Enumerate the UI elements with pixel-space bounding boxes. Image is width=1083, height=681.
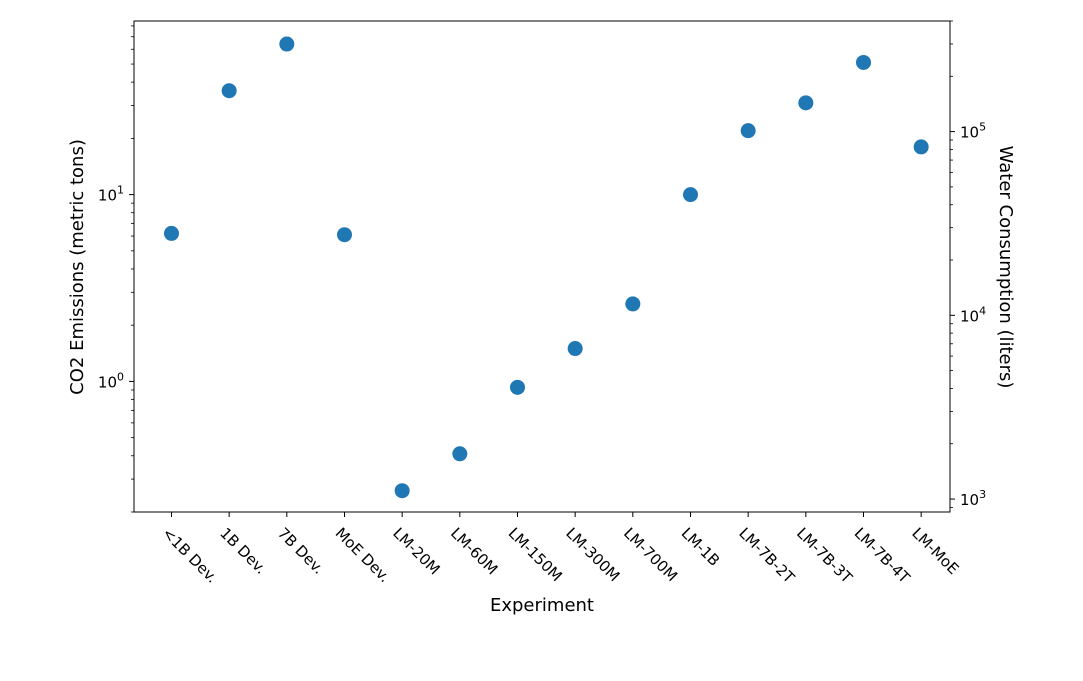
x-tick-label: LM-7B-2T: [735, 524, 798, 587]
y-axis-label: CO2 Emissions (metric tons): [67, 139, 88, 395]
data-point: [509, 379, 525, 395]
data-point: [682, 187, 698, 203]
x-tick-label: 7B Dev.: [274, 524, 328, 578]
x-tick-label: MoE Dev.: [332, 524, 394, 586]
x-tick-label: 1B Dev.: [216, 524, 270, 578]
y2-axis-ticks: 103 104 105: [950, 20, 986, 509]
x-tick-label: LM-MoE: [908, 524, 962, 578]
x-axis-label: Experiment: [490, 595, 594, 616]
data-point: [567, 341, 583, 357]
y-axis-ticks: 100 101: [98, 25, 134, 513]
data-point: [740, 123, 756, 139]
x-tick-label: LM-150M: [505, 524, 566, 585]
data-point: [279, 36, 295, 52]
y2-tick-label: 103: [960, 488, 986, 509]
data-point: [452, 446, 468, 462]
x-tick-label: LM-300M: [562, 524, 623, 585]
x-tick-label: LM-7B-3T: [793, 524, 856, 587]
data-point: [163, 225, 179, 241]
y2-axis-label: Water Consumption (liters): [995, 146, 1016, 389]
y-tick-label: 100: [98, 370, 124, 391]
y2-tick-label: 104: [960, 304, 986, 325]
data-points: [163, 36, 929, 499]
data-point: [798, 95, 814, 111]
x-tick-label: LM-700M: [620, 524, 681, 585]
data-point: [336, 227, 352, 243]
x-tick-label: LM-20M: [389, 524, 443, 578]
x-tick-label: LM-7B-4T: [851, 524, 914, 587]
x-axis-ticks: <1B Dev.1B Dev. 7B Dev. MoE Dev.LM-20M LM-6…: [159, 512, 962, 587]
data-point: [625, 296, 641, 312]
y-tick-label: 101: [98, 184, 124, 205]
x-tick-label: <1B Dev.: [159, 524, 222, 587]
data-point: [913, 139, 929, 155]
data-point: [221, 83, 237, 99]
data-point: [394, 483, 410, 499]
data-point: [855, 54, 871, 70]
y2-tick-label: 105: [960, 121, 986, 142]
plot-area: [133, 20, 951, 513]
x-tick-label: LM-1B: [678, 524, 724, 570]
x-tick-label: LM-60M: [447, 524, 501, 578]
